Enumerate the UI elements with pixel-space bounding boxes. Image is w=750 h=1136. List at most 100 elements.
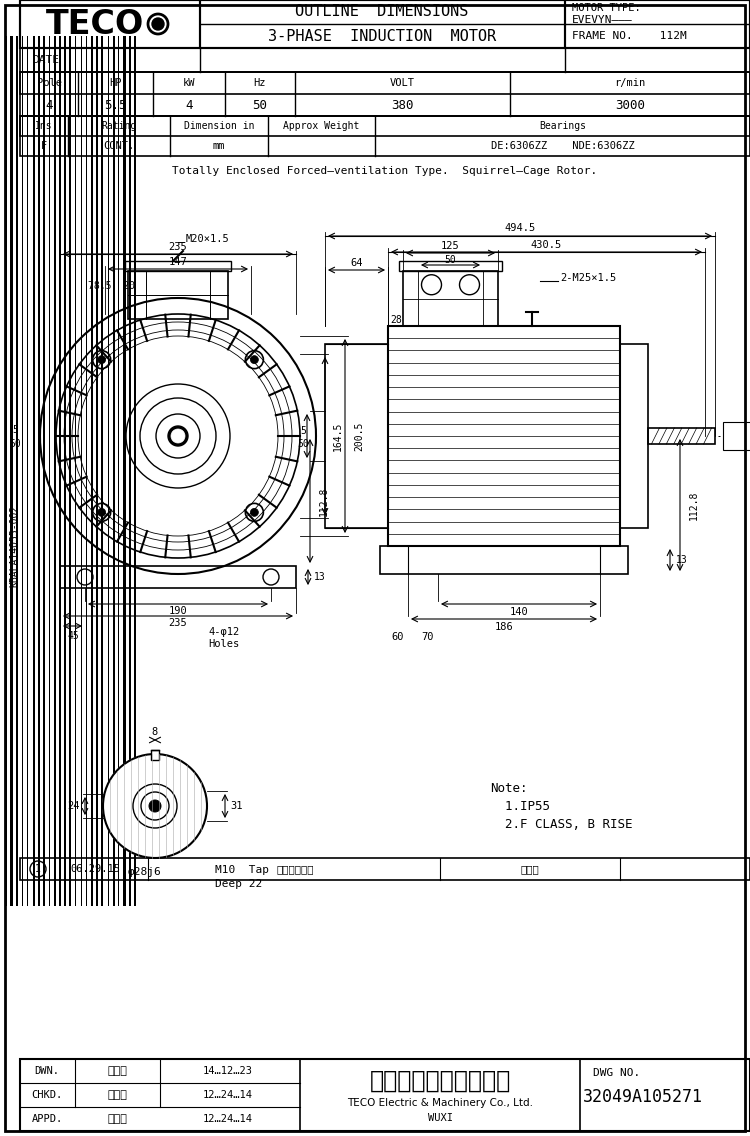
Circle shape <box>251 356 258 364</box>
Bar <box>20 48 750 72</box>
Text: 13: 13 <box>676 556 688 565</box>
Bar <box>151 750 159 760</box>
Text: 494.5: 494.5 <box>504 223 536 233</box>
Circle shape <box>98 356 106 364</box>
Bar <box>380 546 628 574</box>
Text: 164.5: 164.5 <box>333 421 343 451</box>
Text: DWN.: DWN. <box>34 1066 59 1076</box>
Bar <box>20 116 750 156</box>
Text: 1.IP55: 1.IP55 <box>490 800 550 812</box>
Bar <box>128 272 228 319</box>
Bar <box>20 72 750 116</box>
Bar <box>59 36 61 907</box>
Bar <box>399 261 502 272</box>
Text: CHKD.: CHKD. <box>32 1091 62 1100</box>
Text: 2-M25×1.5: 2-M25×1.5 <box>560 273 616 283</box>
Text: 60: 60 <box>392 632 404 642</box>
Bar <box>20 0 750 48</box>
Text: 140: 140 <box>510 607 528 617</box>
Bar <box>91 36 93 907</box>
Bar <box>620 344 648 528</box>
Bar <box>54 36 56 907</box>
Text: 190: 190 <box>169 605 188 616</box>
Text: Dimension in: Dimension in <box>184 122 254 131</box>
Text: DWG NO.: DWG NO. <box>593 1068 640 1078</box>
Text: 8: 8 <box>152 727 158 737</box>
Text: WUXI: WUXI <box>427 1113 452 1124</box>
Text: 3000: 3000 <box>615 99 645 111</box>
Text: 430.5: 430.5 <box>531 240 562 250</box>
Text: 1: 1 <box>35 864 41 874</box>
Text: Pole: Pole <box>37 78 62 87</box>
Bar <box>648 428 715 444</box>
Text: M20×1.5: M20×1.5 <box>186 234 230 244</box>
Text: Note:: Note: <box>490 782 527 794</box>
Text: OUTLINE  DIMENSIONS: OUTLINE DIMENSIONS <box>296 3 469 18</box>
Bar <box>69 36 71 907</box>
Bar <box>388 326 620 546</box>
Circle shape <box>98 509 106 517</box>
Bar <box>43 36 45 907</box>
Bar <box>123 36 126 907</box>
Bar <box>20 858 750 880</box>
Bar <box>113 36 115 907</box>
Text: 東元電機股份有限公司: 東元電機股份有限公司 <box>369 1069 511 1093</box>
Text: M10  Tap: M10 Tap <box>215 864 269 875</box>
Text: Rating: Rating <box>101 122 136 131</box>
Text: VOLT: VOLT <box>390 78 415 87</box>
Bar <box>60 566 296 588</box>
Text: 50: 50 <box>297 438 309 449</box>
Text: 薔明钒: 薔明钒 <box>107 1114 127 1124</box>
Bar <box>134 36 136 907</box>
Bar <box>22 36 23 907</box>
Text: 50: 50 <box>9 438 21 449</box>
Bar <box>20 1059 750 1131</box>
Bar <box>27 36 28 907</box>
Circle shape <box>152 18 164 30</box>
Polygon shape <box>103 754 207 858</box>
Text: 32049A105271: 32049A105271 <box>583 1088 703 1106</box>
Text: DATE: DATE <box>32 55 59 65</box>
Bar <box>16 36 18 907</box>
Text: 235: 235 <box>169 618 188 628</box>
Text: FRAME NO.    112M: FRAME NO. 112M <box>572 31 687 41</box>
Bar <box>20 72 750 94</box>
Bar <box>96 36 98 907</box>
Text: 13: 13 <box>314 573 326 582</box>
Bar <box>125 261 231 272</box>
Text: 修改電機繞長: 修改電機繞長 <box>276 864 314 874</box>
Text: 5.5: 5.5 <box>104 99 127 111</box>
Text: Approx Weight: Approx Weight <box>284 122 360 131</box>
Text: 380: 380 <box>392 99 414 111</box>
Text: Holes: Holes <box>208 640 239 649</box>
Text: 70: 70 <box>422 632 434 642</box>
Text: 3-PHASE  INDUCTION  MOTOR: 3-PHASE INDUCTION MOTOR <box>268 28 496 43</box>
Text: φ28j6: φ28j6 <box>128 867 162 877</box>
Bar <box>101 36 103 907</box>
Bar <box>86 36 87 907</box>
Text: Bearings: Bearings <box>539 122 586 131</box>
Text: Hz: Hz <box>254 78 266 87</box>
Text: 4-φ12: 4-φ12 <box>208 627 239 637</box>
Bar <box>5 36 7 907</box>
Bar <box>33 36 35 907</box>
Text: 235: 235 <box>169 242 188 252</box>
Text: 112.8: 112.8 <box>689 491 699 519</box>
Text: mm: mm <box>213 141 225 151</box>
Text: 28: 28 <box>390 315 402 325</box>
Bar <box>325 344 388 528</box>
Text: 64: 64 <box>350 258 363 268</box>
Text: 5: 5 <box>300 426 306 436</box>
Bar <box>49 36 50 907</box>
Text: 14…12…23: 14…12…23 <box>203 1066 253 1076</box>
Text: 45: 45 <box>68 630 79 641</box>
Text: DE:6306ZZ    NDE:6306ZZ: DE:6306ZZ NDE:6306ZZ <box>490 141 634 151</box>
Bar <box>565 0 750 48</box>
Text: 24: 24 <box>67 801 80 811</box>
Text: r/min: r/min <box>614 78 646 87</box>
Text: MOTOR TYPE:: MOTOR TYPE: <box>572 3 640 12</box>
Circle shape <box>168 426 188 446</box>
Text: Totally Enclosed Forced—ventilation Type.  Squirrel—Cage Rotor.: Totally Enclosed Forced—ventilation Type… <box>172 166 598 176</box>
Text: kW: kW <box>183 78 195 87</box>
Text: 5: 5 <box>12 425 18 435</box>
